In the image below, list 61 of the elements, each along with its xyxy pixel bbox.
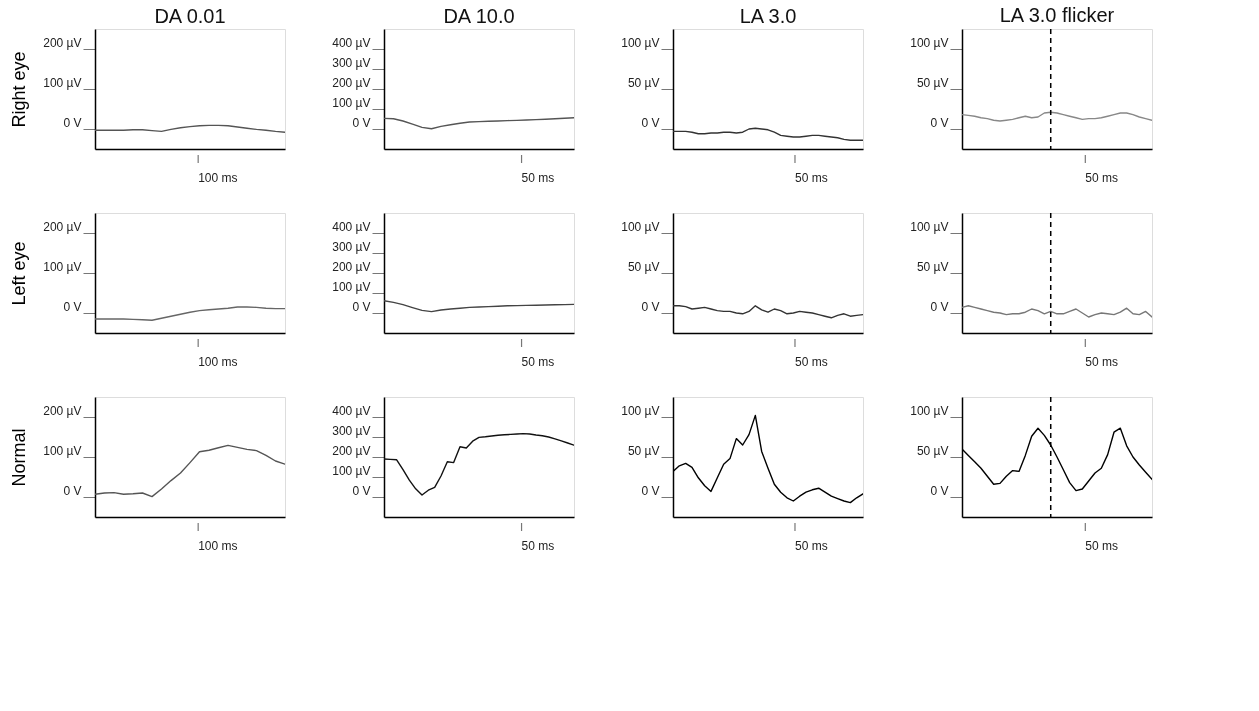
text: 100 ms xyxy=(198,171,238,185)
y-tick-label: 400 µV xyxy=(332,403,371,418)
text: 50 ms xyxy=(794,355,828,369)
y-tick-label: 0 V xyxy=(63,483,82,498)
y-tick-label: 300 µV xyxy=(332,239,371,254)
chart-title: LA 3.0 flicker xyxy=(999,4,1115,27)
y-tick-label: 0 V xyxy=(63,299,82,314)
y-tick-label: 300 µV xyxy=(332,423,371,438)
y-tick-label: 0 V xyxy=(641,299,660,314)
y-tick-label: 100 µV xyxy=(332,95,371,110)
y-tick-label: 0 V xyxy=(352,115,371,130)
y-tick-label: 100 µV xyxy=(910,403,949,418)
y-tick-label: 50 µV xyxy=(916,259,949,274)
y-tick-label: 300 µV xyxy=(332,55,371,70)
y-tick-label: 100 µV xyxy=(43,75,82,90)
y-axis-title: Normal xyxy=(9,428,30,487)
y-tick-label: 50 µV xyxy=(627,75,660,90)
y-tick-label: 200 µV xyxy=(43,403,82,418)
y-tick-label: 50 µV xyxy=(627,259,660,274)
y-tick-label: 50 µV xyxy=(627,443,660,458)
y-tick-label: 50 µV xyxy=(916,443,949,458)
chart-title: LA 3.0 xyxy=(739,5,797,27)
y-tick-label: 100 µV xyxy=(43,443,82,458)
y-tick-label: 400 µV xyxy=(332,35,371,50)
y-tick-label: 0 V xyxy=(930,483,949,498)
y-tick-label: 200 µV xyxy=(332,259,371,274)
chart-title: DA 0.01 xyxy=(154,5,226,27)
text: 50 ms xyxy=(794,539,828,553)
text: 100 ms xyxy=(198,539,238,553)
text: 50 ms xyxy=(521,171,555,185)
y-tick-label: 200 µV xyxy=(43,35,82,50)
y-tick-label: 50 µV xyxy=(916,75,949,90)
y-tick-label: 100 µV xyxy=(910,35,949,50)
text: 50 ms xyxy=(794,171,828,185)
y-tick-label: 100 µV xyxy=(332,279,371,294)
y-tick-label: 100 µV xyxy=(621,35,660,50)
y-axis-title: Left eye xyxy=(9,241,30,306)
text: 50 ms xyxy=(521,355,555,369)
y-tick-label: 100 µV xyxy=(621,219,660,234)
y-axis-title: Right eye xyxy=(9,51,30,128)
y-tick-label: 200 µV xyxy=(43,219,82,234)
text: 100 ms xyxy=(198,355,238,369)
y-tick-label: 100 µV xyxy=(621,403,660,418)
chart-title: DA 10.0 xyxy=(443,5,515,27)
y-tick-label: 0 V xyxy=(930,299,949,314)
y-tick-label: 100 µV xyxy=(910,219,949,234)
y-tick-label: 200 µV xyxy=(332,75,371,90)
text: 50 ms xyxy=(521,539,555,553)
y-tick-label: 0 V xyxy=(352,483,371,498)
y-tick-label: 100 µV xyxy=(332,463,371,478)
y-tick-label: 0 V xyxy=(641,115,660,130)
text: 50 ms xyxy=(1085,171,1118,185)
y-tick-label: 0 V xyxy=(63,115,82,130)
text: 50 ms xyxy=(1085,355,1118,369)
text: 50 ms xyxy=(1085,539,1118,553)
y-tick-label: 400 µV xyxy=(332,219,371,234)
y-tick-label: 0 V xyxy=(930,115,949,130)
y-tick-label: 200 µV xyxy=(332,443,371,458)
y-tick-label: 100 µV xyxy=(43,259,82,274)
y-tick-label: 0 V xyxy=(641,483,660,498)
y-tick-label: 0 V xyxy=(352,299,371,314)
